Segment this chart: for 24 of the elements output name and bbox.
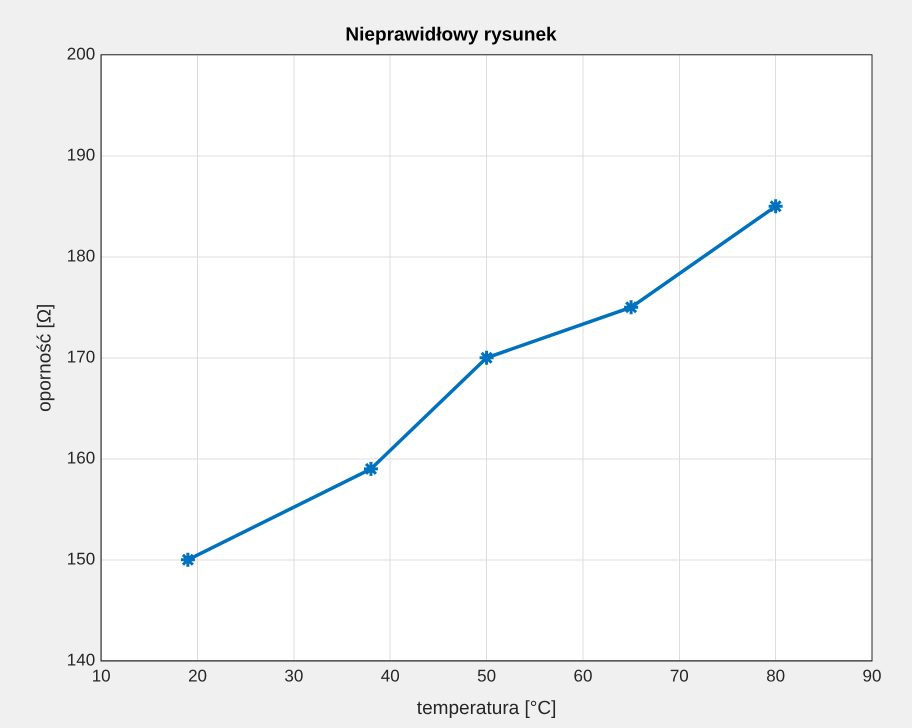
x-tick-label: 40 (380, 666, 400, 686)
x-tick-label: 20 (188, 666, 207, 686)
point (767, 198, 784, 215)
x-tick-label: 50 (477, 666, 496, 686)
y-tick-label: 160 (66, 448, 96, 468)
point (179, 551, 196, 568)
y-tick-label: 140 (66, 650, 96, 670)
x-tick-label: 60 (573, 666, 592, 686)
x-tick-label: 10 (92, 666, 111, 686)
y-tick-label: 200 (66, 44, 96, 64)
x-tick-label: 90 (862, 666, 882, 686)
point (622, 298, 640, 316)
x-tick-label: 70 (670, 666, 689, 686)
x-tick-label: 30 (284, 666, 304, 686)
chart-title: Nieprawidłowy rysunek (345, 24, 558, 46)
y-tick-label: 150 (66, 549, 96, 568)
x-tick-label: 80 (766, 666, 786, 686)
point (478, 349, 496, 366)
y-tick-label: 180 (66, 246, 96, 266)
point (362, 460, 380, 478)
y-axis-title: oporność [Ω] (34, 304, 56, 412)
x-axis-title: temperatura [°C] (416, 698, 556, 719)
y-tick-label: 170 (66, 347, 96, 366)
y-tick-label: 190 (66, 145, 96, 164)
